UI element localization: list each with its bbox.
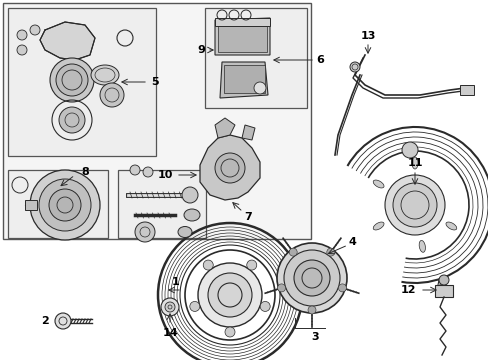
Circle shape [401, 142, 417, 158]
Circle shape [293, 260, 329, 296]
Ellipse shape [183, 209, 200, 221]
Polygon shape [40, 22, 95, 60]
Polygon shape [220, 62, 267, 98]
Circle shape [56, 64, 88, 96]
Text: 10: 10 [157, 170, 172, 180]
Bar [224, 65, 264, 93]
Circle shape [284, 250, 339, 306]
Polygon shape [215, 118, 235, 138]
Text: 6: 6 [315, 55, 323, 65]
Ellipse shape [372, 222, 383, 230]
Bar [3, 3, 310, 239]
Circle shape [30, 170, 100, 240]
Circle shape [392, 183, 436, 227]
Circle shape [349, 62, 359, 72]
Circle shape [55, 313, 71, 329]
Circle shape [17, 45, 27, 55]
Bar [459, 85, 473, 95]
Circle shape [203, 260, 213, 270]
Bar [215, 18, 269, 26]
Ellipse shape [411, 157, 417, 169]
Polygon shape [215, 18, 269, 55]
Circle shape [135, 222, 155, 242]
Polygon shape [200, 135, 260, 200]
Text: 5: 5 [151, 77, 159, 87]
Circle shape [30, 25, 40, 35]
Circle shape [276, 243, 346, 313]
Ellipse shape [418, 240, 425, 252]
Circle shape [100, 83, 124, 107]
Text: 13: 13 [360, 31, 375, 41]
Bar [218, 23, 266, 52]
Text: 11: 11 [407, 158, 422, 168]
Ellipse shape [445, 222, 456, 230]
Circle shape [277, 284, 285, 292]
Circle shape [246, 260, 256, 270]
Circle shape [189, 301, 200, 311]
Text: 7: 7 [244, 212, 251, 222]
Bar [8, 170, 108, 238]
Circle shape [161, 298, 179, 316]
Circle shape [39, 179, 91, 231]
Circle shape [260, 301, 270, 311]
Ellipse shape [178, 226, 192, 238]
Circle shape [182, 187, 198, 203]
Circle shape [207, 273, 251, 317]
Bar [118, 170, 205, 238]
Circle shape [142, 167, 153, 177]
Text: 14: 14 [162, 328, 178, 338]
Circle shape [49, 189, 81, 221]
Text: 2: 2 [41, 316, 49, 326]
Circle shape [384, 175, 444, 235]
Text: 4: 4 [347, 237, 355, 247]
Ellipse shape [372, 180, 383, 188]
Circle shape [215, 153, 244, 183]
Circle shape [307, 306, 315, 314]
Circle shape [253, 82, 265, 94]
Ellipse shape [91, 65, 119, 85]
Text: 3: 3 [310, 332, 318, 342]
Circle shape [198, 263, 262, 327]
Text: 9: 9 [197, 45, 204, 55]
Bar [25, 200, 37, 210]
Circle shape [17, 30, 27, 40]
Text: 1: 1 [172, 277, 180, 287]
Bar [204, 8, 306, 108]
Circle shape [59, 107, 85, 133]
Text: 12: 12 [400, 285, 415, 295]
Circle shape [288, 248, 297, 256]
Bar [8, 8, 156, 156]
Circle shape [224, 327, 235, 337]
Circle shape [438, 275, 448, 285]
Circle shape [338, 284, 346, 292]
Text: 8: 8 [81, 167, 89, 177]
Polygon shape [242, 125, 254, 140]
Circle shape [326, 248, 334, 256]
Circle shape [164, 302, 175, 312]
Circle shape [130, 165, 140, 175]
Circle shape [50, 58, 94, 102]
Bar [434, 285, 452, 297]
